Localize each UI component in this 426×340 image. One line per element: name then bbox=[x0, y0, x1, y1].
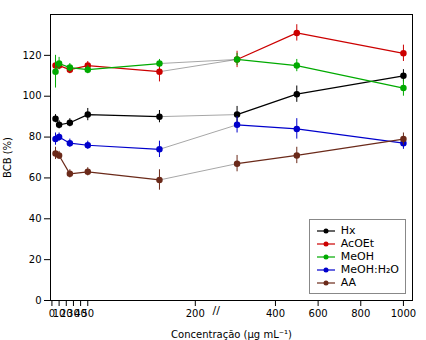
svg-text:BCB (%): BCB (%) bbox=[2, 137, 13, 178]
svg-text:40: 40 bbox=[29, 213, 42, 224]
svg-text:600: 600 bbox=[309, 308, 328, 319]
html-text:AcOEt: AcOEt bbox=[340, 237, 375, 250]
svg-text:100: 100 bbox=[22, 90, 41, 101]
svg-text:800: 800 bbox=[351, 308, 370, 319]
svg-text://: // bbox=[212, 304, 220, 317]
html-text:MeOH: MeOH bbox=[340, 250, 374, 263]
html-text:AA: AA bbox=[340, 276, 357, 289]
svg-text:0: 0 bbox=[35, 295, 41, 306]
html-text:Hx: Hx bbox=[340, 224, 356, 237]
svg-text:1000: 1000 bbox=[391, 308, 416, 319]
svg-text:80: 80 bbox=[29, 131, 42, 142]
svg-text:20: 20 bbox=[29, 254, 42, 265]
svg-text:120: 120 bbox=[22, 50, 41, 61]
svg-text:400: 400 bbox=[266, 308, 285, 319]
svg-text:200: 200 bbox=[186, 308, 205, 319]
svg-text:60: 60 bbox=[29, 172, 42, 183]
html-text:MeOH:H₂O: MeOH:H₂O bbox=[340, 263, 399, 276]
svg-text:Concentração (µg mL⁻¹): Concentração (µg mL⁻¹) bbox=[171, 329, 292, 340]
svg-text:50: 50 bbox=[81, 308, 94, 319]
